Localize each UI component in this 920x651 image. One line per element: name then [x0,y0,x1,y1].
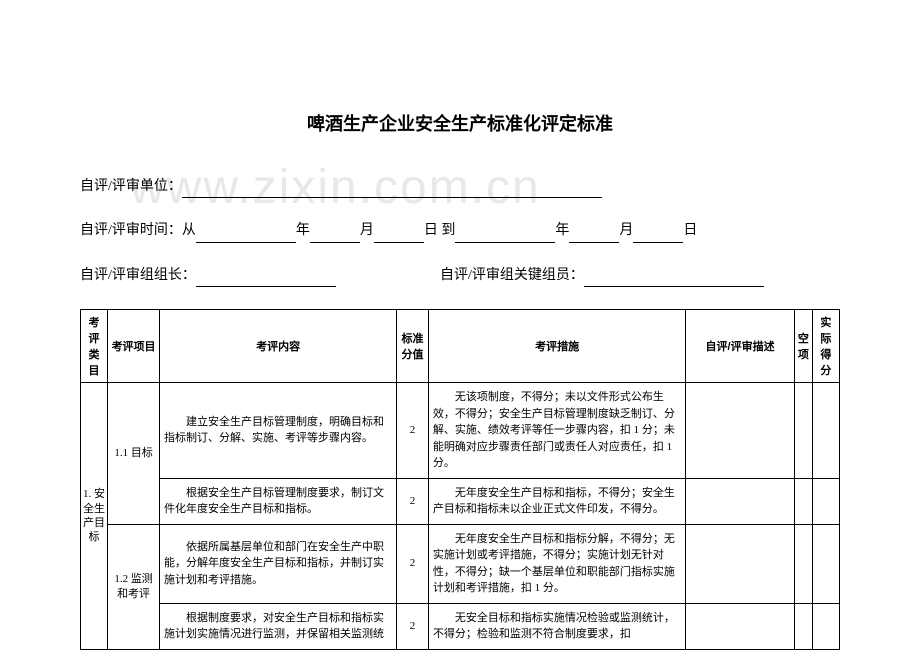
score-cell: 2 [397,524,429,603]
time-label: 自评/评审时间：从 [80,223,196,238]
year-label-1: 年 [296,223,310,238]
from-year-blank [196,225,296,243]
to-year-blank [455,225,555,243]
day-label-1: 日 [424,223,438,238]
from-day-blank [374,225,424,243]
empty-cell [794,524,812,603]
table-row: 根据安全生产目标管理制度要求，制订文件化年度安全生产目标和指标。 2 无年度安全… [81,478,840,524]
th-item: 考评项目 [108,310,160,383]
item-cell: 1.2 监测和考评 [108,524,160,649]
th-measure: 考评措施 [428,310,686,383]
actual-cell [812,478,839,524]
leader-label: 自评/评审组组长： [80,268,196,283]
score-cell: 2 [397,478,429,524]
table-row: 1. 安全生产目标 1.1 目标 建立安全生产目标管理制度，明确目标和指标制订、… [81,383,840,479]
th-desc: 自评/评审描述 [686,310,794,383]
desc-cell [686,603,794,649]
th-content: 考评内容 [160,310,397,383]
content-cell: 建立安全生产目标管理制度，明确目标和指标制订、分解、实施、考评等步骤内容。 [160,383,397,479]
evaluation-table: 考评类目 考评项目 考评内容 标准分值 考评措施 自评/评审描述 空项 实际得分… [80,309,840,650]
actual-cell [812,524,839,603]
document-content: 啤酒生产企业安全生产标准化评定标准 自评/评审单位： 自评/评审时间：从 年 月 日 … [0,0,920,650]
desc-cell [686,383,794,479]
measure-cell: 无该项制度，不得分；未以文件形式公布生效，不得分；安全生产目标管理制度缺乏制订、… [428,383,686,479]
th-empty: 空项 [794,310,812,383]
unit-blank [182,180,602,198]
measure-cell: 无年度安全生产目标和指标，不得分；安全生产目标和指标未以企业正式文件印发，不得分… [428,478,686,524]
empty-cell [794,478,812,524]
table-row: 根据制度要求，对安全生产目标和指标实施计划实施情况进行监测，并保留相关监测统 2… [81,603,840,649]
item-cell: 1.1 目标 [108,383,160,525]
actual-cell [812,603,839,649]
content-cell: 根据制度要求，对安全生产目标和指标实施计划实施情况进行监测，并保留相关监测统 [160,603,397,649]
day-label-2: 日 [683,223,697,238]
to-label: 到 [441,223,455,238]
th-score: 标准分值 [397,310,429,383]
month-label-2: 月 [619,223,633,238]
to-day-blank [633,225,683,243]
empty-cell [794,603,812,649]
content-cell: 根据安全生产目标管理制度要求，制订文件化年度安全生产目标和指标。 [160,478,397,524]
time-line: 自评/评审时间：从 年 月 日 到 年 月 日 [80,220,840,242]
member-blank [584,269,764,287]
empty-cell [794,383,812,479]
unit-line: 自评/评审单位： [80,176,840,198]
leader-blank [196,269,336,287]
unit-label: 自评/评审单位： [80,179,182,194]
month-label-1: 月 [360,223,374,238]
measure-cell: 无安全目标和指标实施情况检验或监测统计，不得分；检验和监测不符合制度要求，扣 [428,603,686,649]
desc-cell [686,478,794,524]
actual-cell [812,383,839,479]
table-row: 1.2 监测和考评 依据所属基层单位和部门在安全生产中职能，分解年度安全生产目标… [81,524,840,603]
year-label-2: 年 [555,223,569,238]
member-label: 自评/评审组关键组员： [440,268,584,283]
measure-cell: 无年度安全生产目标和指标分解，不得分；无实施计划或考评措施，不得分；实施计划无针… [428,524,686,603]
th-actual: 实际得分 [812,310,839,383]
desc-cell [686,524,794,603]
leader-line: 自评/评审组组长： 自评/评审组关键组员： [80,265,840,287]
from-month-blank [310,225,360,243]
category-cell: 1. 安全生产目标 [81,383,108,650]
score-cell: 2 [397,603,429,649]
table-header-row: 考评类目 考评项目 考评内容 标准分值 考评措施 自评/评审描述 空项 实际得分 [81,310,840,383]
th-category: 考评类目 [81,310,108,383]
content-cell: 依据所属基层单位和部门在安全生产中职能，分解年度安全生产目标和指标，并制订实施计… [160,524,397,603]
score-cell: 2 [397,383,429,479]
page-title: 啤酒生产企业安全生产标准化评定标准 [80,110,840,136]
to-month-blank [569,225,619,243]
